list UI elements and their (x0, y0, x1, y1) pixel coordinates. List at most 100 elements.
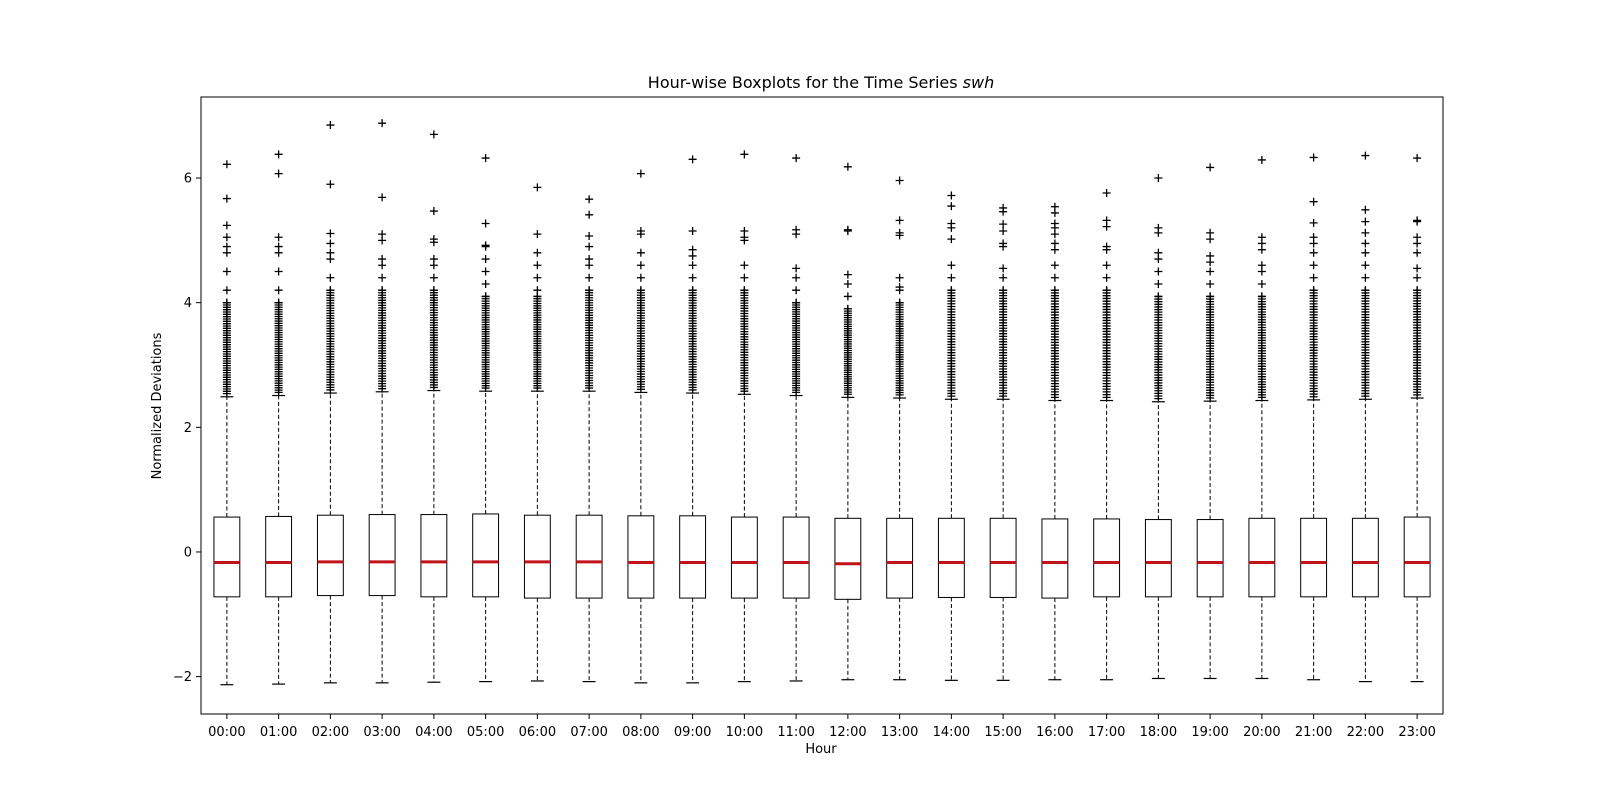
box (1196, 519, 1224, 598)
outlier-point (222, 298, 231, 307)
outlier-point (1413, 154, 1422, 163)
outlier-point (1206, 279, 1215, 288)
outlier-point (999, 264, 1008, 273)
outlier-point (585, 273, 594, 282)
outlier-point (1413, 239, 1422, 248)
outlier-point (481, 219, 490, 228)
y-tick-label: −2 (173, 670, 192, 685)
outlier-point (636, 286, 645, 295)
outlier-point (947, 191, 956, 200)
outlier-point (792, 154, 801, 163)
x-tick-label: 23:00 (1398, 725, 1435, 740)
box (523, 514, 551, 599)
outlier-point (222, 267, 231, 276)
outlier-point (1050, 286, 1059, 295)
outlier-point (740, 236, 749, 245)
outlier-point (585, 242, 594, 251)
outlier-point (1154, 292, 1163, 301)
outlier-point (1102, 222, 1111, 231)
outlier-point (429, 207, 438, 216)
outlier-point (1102, 188, 1111, 197)
outlier-point (274, 169, 283, 178)
outlier-point (1309, 197, 1318, 206)
box (627, 515, 655, 599)
outlier-point (326, 239, 335, 248)
x-tick-label: 00:00 (208, 725, 245, 740)
outlier-point (895, 231, 904, 240)
outlier-point (688, 226, 697, 235)
y-axis-title: Normalized Deviations (150, 332, 165, 479)
outlier-point (999, 207, 1008, 216)
outlier-point (429, 286, 438, 295)
outlier-point (636, 273, 645, 282)
box (1351, 517, 1379, 598)
outlier-point (843, 162, 852, 171)
outlier-point (1309, 261, 1318, 270)
outlier-point (1206, 267, 1215, 276)
x-tick-label: 10:00 (726, 725, 763, 740)
outlier-point (1413, 264, 1422, 273)
x-tick-label: 05:00 (467, 725, 504, 740)
outlier-point (792, 264, 801, 273)
outlier-point (1154, 279, 1163, 288)
y-tick-label: 4 (184, 296, 192, 311)
box (1144, 519, 1172, 598)
x-tick-label: 20:00 (1243, 725, 1280, 740)
box (316, 514, 344, 597)
x-tick-label: 08:00 (622, 725, 659, 740)
outlier-point (1206, 258, 1215, 267)
box (834, 517, 862, 600)
outlier-point (222, 233, 231, 242)
outlier-point (1102, 273, 1111, 282)
outlier-point (1361, 239, 1370, 248)
outlier-point (1361, 273, 1370, 282)
outlier-point (843, 226, 852, 235)
y-tick-label: 2 (184, 421, 192, 436)
outlier-point (792, 286, 801, 295)
x-tick-label: 07:00 (570, 725, 607, 740)
box (937, 517, 965, 598)
outlier-point (636, 261, 645, 270)
outlier-point (481, 279, 490, 288)
outlier-point (1309, 239, 1318, 248)
outlier-point (1050, 273, 1059, 282)
outlier-point (481, 292, 490, 301)
x-tick-label: 21:00 (1295, 725, 1332, 740)
outlier-point (636, 169, 645, 178)
outlier-point (895, 273, 904, 282)
outlier-point (688, 155, 697, 164)
outlier-point (740, 286, 749, 295)
outlier-point (1361, 228, 1370, 237)
box (265, 515, 293, 598)
box (782, 516, 810, 599)
x-tick-label: 18:00 (1140, 725, 1177, 740)
x-tick-label: 15:00 (984, 725, 1021, 740)
outlier-point (1257, 279, 1266, 288)
outlier-point (999, 273, 1008, 282)
outlier-point (378, 273, 387, 282)
outlier-point (843, 292, 852, 301)
outlier-point (947, 273, 956, 282)
outlier-point (585, 286, 594, 295)
box (472, 513, 500, 598)
outlier-point (792, 298, 801, 307)
outlier-point (585, 210, 594, 219)
outlier-point (947, 223, 956, 232)
x-tick-label: 16:00 (1036, 725, 1073, 740)
x-tick-label: 17:00 (1088, 725, 1125, 740)
outlier-point (326, 180, 335, 189)
outlier-point (429, 273, 438, 282)
outlier-point (533, 292, 542, 301)
outlier-point (1102, 261, 1111, 270)
outlier-point (1257, 155, 1266, 164)
outlier-point (1309, 218, 1318, 227)
x-tick-label: 14:00 (933, 725, 970, 740)
outlier-point (1361, 261, 1370, 270)
plot-area: −2 0 2 4 6 00:00 01:00 02:00 03:00 04:00 05:00 06:0… (173, 96, 1444, 740)
outlier-point (843, 279, 852, 288)
chart-title: Hour-wise Boxplots for the Time Series s… (648, 73, 994, 92)
outlier-point (843, 270, 852, 279)
outlier-point (740, 273, 749, 282)
x-tick-label: 06:00 (519, 725, 556, 740)
